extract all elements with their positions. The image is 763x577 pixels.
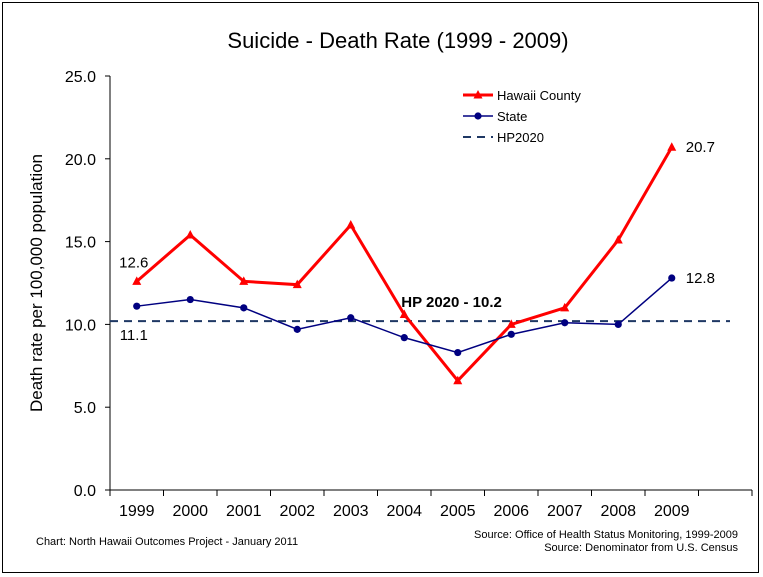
data-point-state bbox=[133, 302, 141, 310]
data-label: 20.7 bbox=[686, 139, 715, 156]
data-point-hawaii-county bbox=[346, 220, 356, 229]
data-point-hawaii-county bbox=[613, 234, 623, 244]
data-label: 11.1 bbox=[120, 327, 148, 344]
data-point-hawaii-county bbox=[239, 276, 249, 285]
y-tick-label: 25.0 bbox=[65, 69, 96, 86]
y-axis-label: Death rate per 100,000 population bbox=[27, 154, 46, 412]
y-tick-label: 15.0 bbox=[65, 235, 96, 252]
data-point-state bbox=[186, 295, 194, 304]
data-point-state bbox=[668, 274, 676, 282]
hp2020-annotation: HP 2020 - 10.2 bbox=[401, 294, 502, 311]
data-point-state bbox=[561, 319, 569, 327]
y-tick-label: 10.0 bbox=[65, 317, 96, 334]
data-point-hawaii-county bbox=[132, 276, 142, 285]
x-tick-label: 2007 bbox=[547, 503, 583, 520]
data-point-state bbox=[614, 320, 622, 328]
footer-source-census: Source: Denominator from U.S. Census bbox=[544, 542, 738, 554]
legend-label-hawaii-county: Hawaii County bbox=[497, 88, 581, 103]
data-point-hawaii-county bbox=[453, 375, 463, 385]
data-point-hawaii-county bbox=[667, 142, 677, 151]
x-tick-label: 2006 bbox=[493, 503, 529, 520]
x-tick-label: 2000 bbox=[172, 503, 208, 520]
x-tick-label: 2002 bbox=[279, 503, 315, 520]
data-point-state bbox=[400, 334, 408, 342]
data-point-state bbox=[293, 325, 301, 333]
data-point-state bbox=[347, 314, 355, 322]
data-point-hawaii-county bbox=[399, 309, 409, 318]
y-tick-label: 0.0 bbox=[74, 483, 96, 500]
legend-label-state: State bbox=[497, 109, 527, 124]
y-tick-label: 5.0 bbox=[74, 400, 96, 417]
data-point-hawaii-county bbox=[506, 319, 516, 328]
data-point-state bbox=[240, 304, 248, 312]
plot-area: 0.0 5.0 10.0 15.0 20.0 25.0 1999 2000 2001 2002 20… bbox=[65, 69, 753, 520]
x-tick-label: 2008 bbox=[600, 503, 636, 520]
data-label: 12.8 bbox=[686, 270, 715, 287]
data-point-state bbox=[507, 330, 515, 338]
legend-label-hp2020: HP2020 bbox=[497, 130, 544, 145]
x-tick-label: 2003 bbox=[333, 503, 369, 520]
data-label: 12.6 bbox=[119, 254, 148, 271]
legend-marker-hawaii-county bbox=[473, 90, 483, 99]
x-tick-label: 2005 bbox=[440, 503, 476, 520]
y-tick-label: 20.0 bbox=[65, 152, 96, 169]
data-point-state bbox=[454, 348, 462, 357]
data-point-hawaii-county bbox=[292, 279, 302, 289]
x-tick-label: 1999 bbox=[119, 503, 155, 520]
chart-title: Suicide - Death Rate (1999 - 2009) bbox=[227, 28, 568, 53]
footer-chart-credit: Chart: North Hawaii Outcomes Project - J… bbox=[36, 536, 298, 548]
series-line-hawaii-county bbox=[135, 146, 674, 383]
x-tick-label: 2009 bbox=[654, 503, 690, 520]
data-point-hawaii-county bbox=[560, 302, 570, 312]
legend-marker-state bbox=[474, 112, 482, 120]
x-tick-label: 2001 bbox=[226, 503, 262, 520]
footer-source-ohsm: Source: Office of Health Status Monitori… bbox=[474, 529, 738, 541]
x-tick-label: 2004 bbox=[386, 503, 422, 520]
data-point-hawaii-county bbox=[185, 229, 195, 239]
